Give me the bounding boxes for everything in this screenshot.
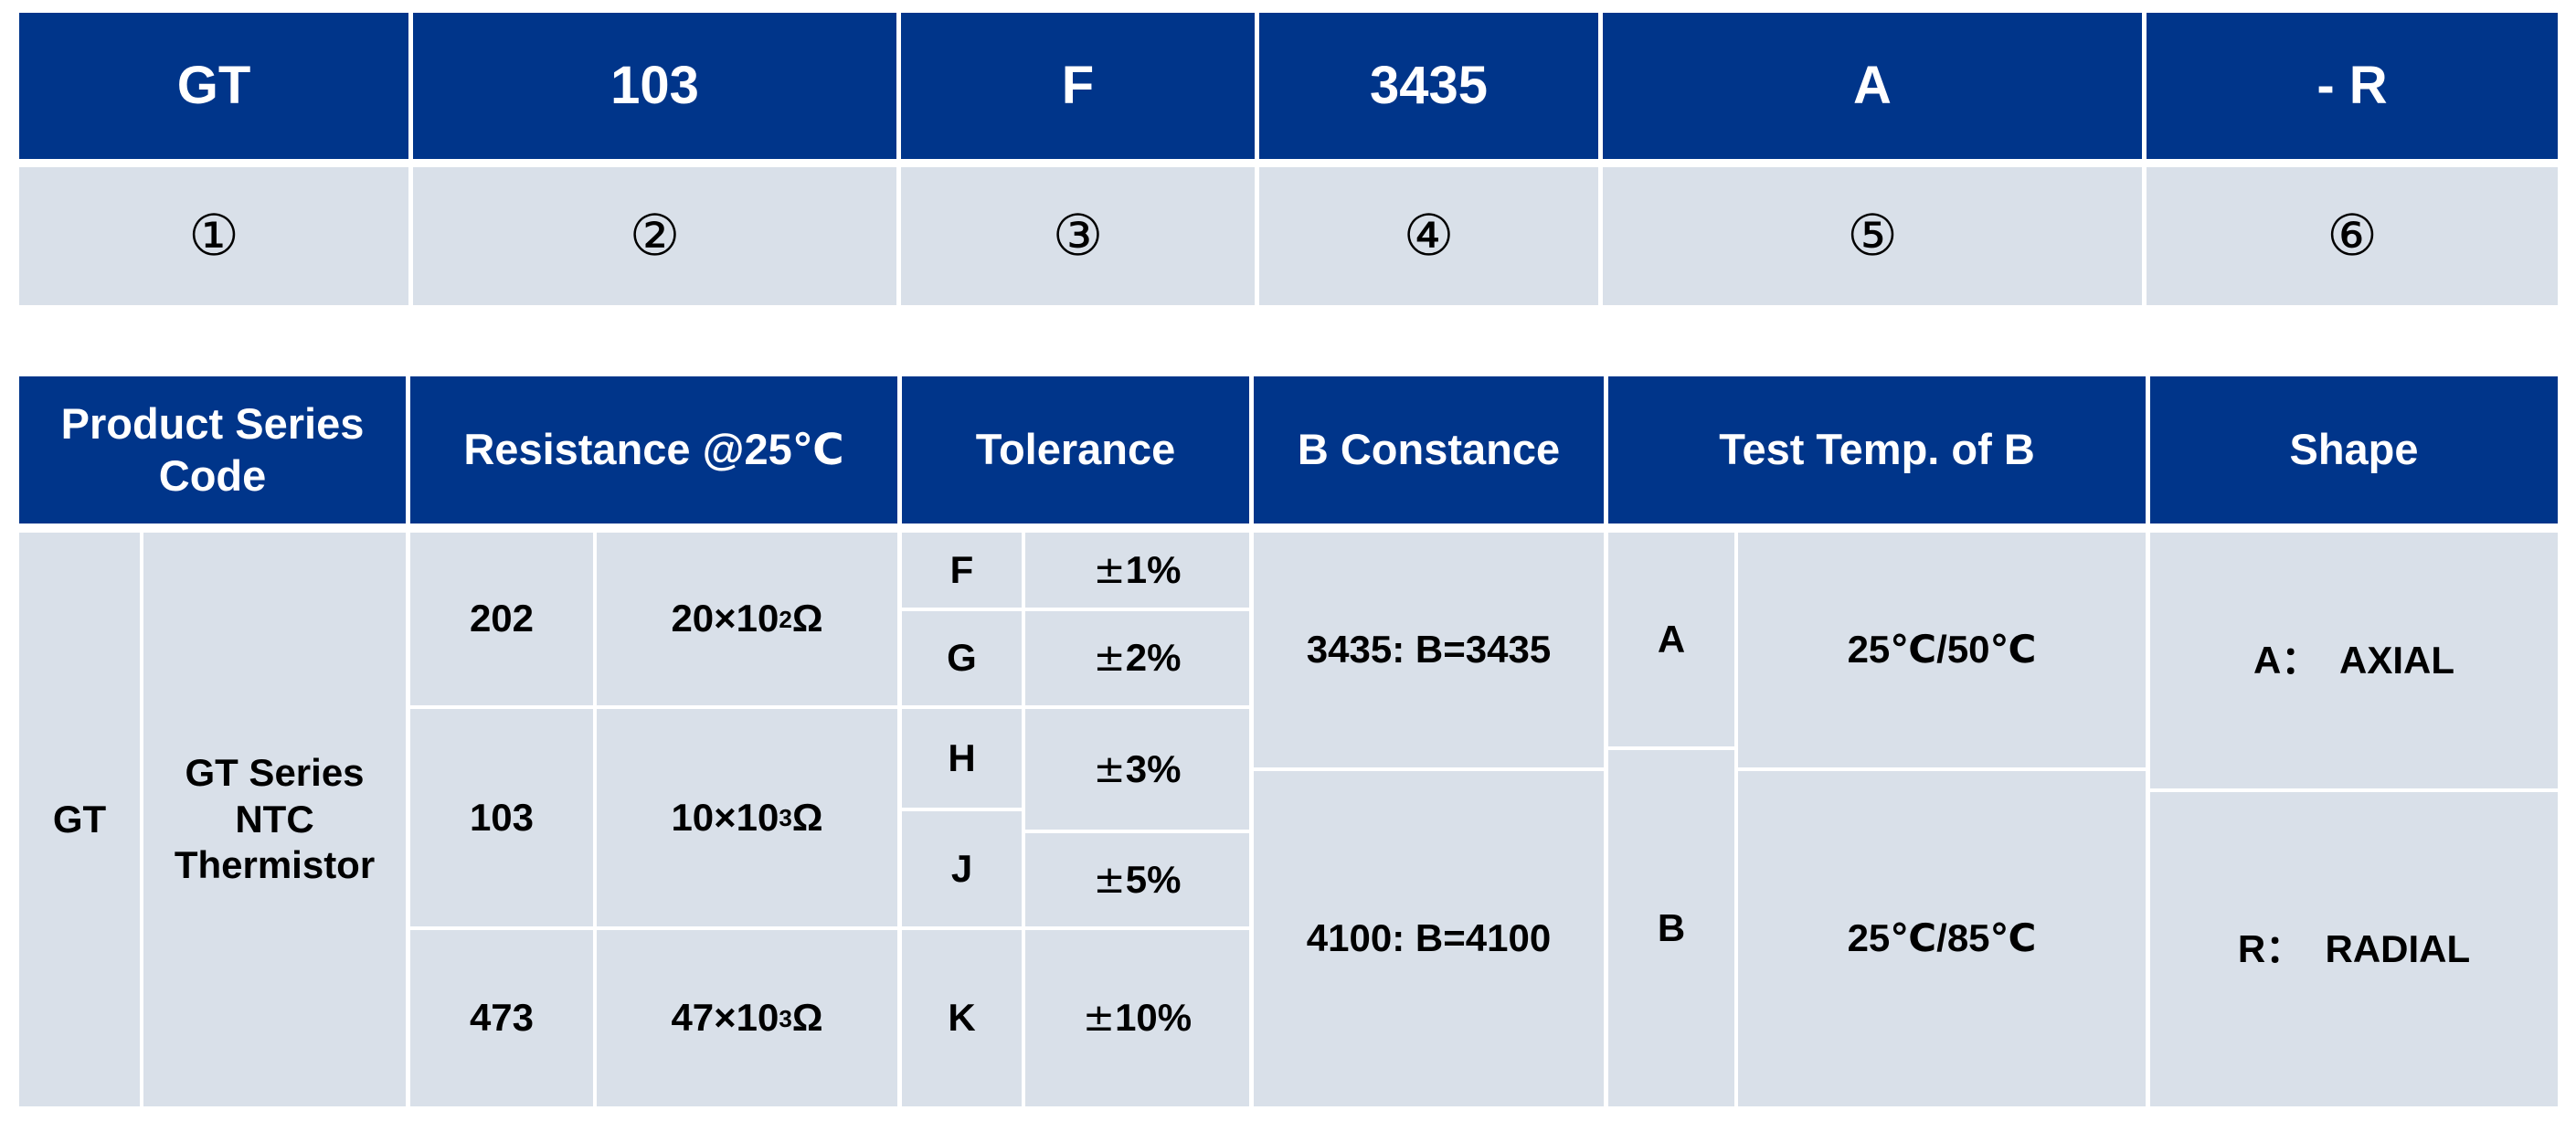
resistance-value: 10×10 3 Ω xyxy=(597,709,897,926)
header-b-constance: B Constance xyxy=(1254,376,1604,523)
shape-option: A： AXIAL xyxy=(2150,533,2558,788)
header-tolerance: Tolerance xyxy=(902,376,1249,523)
resistance-value: 20×10 2 Ω xyxy=(597,533,897,705)
tolerance-code: H xyxy=(902,709,1022,808)
header-resistance: Resistance @25℃ xyxy=(410,376,897,523)
resistance-code: 202 xyxy=(410,533,593,705)
code-resistance: 103 xyxy=(413,13,896,159)
series-code: GT xyxy=(19,533,140,1106)
index-3: ③ xyxy=(901,167,1255,305)
tolerance-code: K xyxy=(902,930,1022,1106)
b-constance-option: 3435: B=3435 xyxy=(1254,533,1604,767)
test-temp-value: 25℃/50℃ xyxy=(1738,533,2146,767)
shape-option: R： RADIAL xyxy=(2150,792,2558,1106)
code-series: GT xyxy=(19,13,408,159)
tolerance-code: F xyxy=(902,533,1022,608)
tolerance-value: ±5% xyxy=(1025,833,1249,926)
series-description: GT Series NTC Thermistor xyxy=(143,533,406,1106)
index-1: ① xyxy=(19,167,408,305)
b-constance-option: 4100: B=4100 xyxy=(1254,771,1604,1106)
resistance-value: 47×10 3 Ω xyxy=(597,930,897,1106)
code-test-temp: A xyxy=(1603,13,2142,159)
code-shape: - R xyxy=(2147,13,2558,159)
header-shape: Shape xyxy=(2150,376,2558,523)
index-4: ④ xyxy=(1259,167,1598,305)
tolerance-code: J xyxy=(902,811,1022,926)
resistance-code: 103 xyxy=(410,709,593,926)
resistance-code: 473 xyxy=(410,930,593,1106)
tolerance-value: ±2% xyxy=(1025,611,1249,705)
tolerance-value: ±10% xyxy=(1025,930,1249,1106)
index-6: ⑥ xyxy=(2147,167,2558,305)
code-b-constance: 3435 xyxy=(1259,13,1598,159)
test-temp-code: B xyxy=(1608,750,1734,1106)
tolerance-value: ±3% xyxy=(1025,709,1249,830)
test-temp-value: 25℃/85℃ xyxy=(1738,771,2146,1106)
tolerance-code: G xyxy=(902,611,1022,705)
test-temp-code: A xyxy=(1608,533,1734,746)
tolerance-value: ±1% xyxy=(1025,533,1249,608)
header-product-series-code: Product Series Code xyxy=(19,376,406,523)
index-5: ⑤ xyxy=(1603,167,2142,305)
code-tolerance: F xyxy=(901,13,1255,159)
header-test-temp-of-b: Test Temp. of B xyxy=(1608,376,2146,523)
index-2: ② xyxy=(413,167,896,305)
